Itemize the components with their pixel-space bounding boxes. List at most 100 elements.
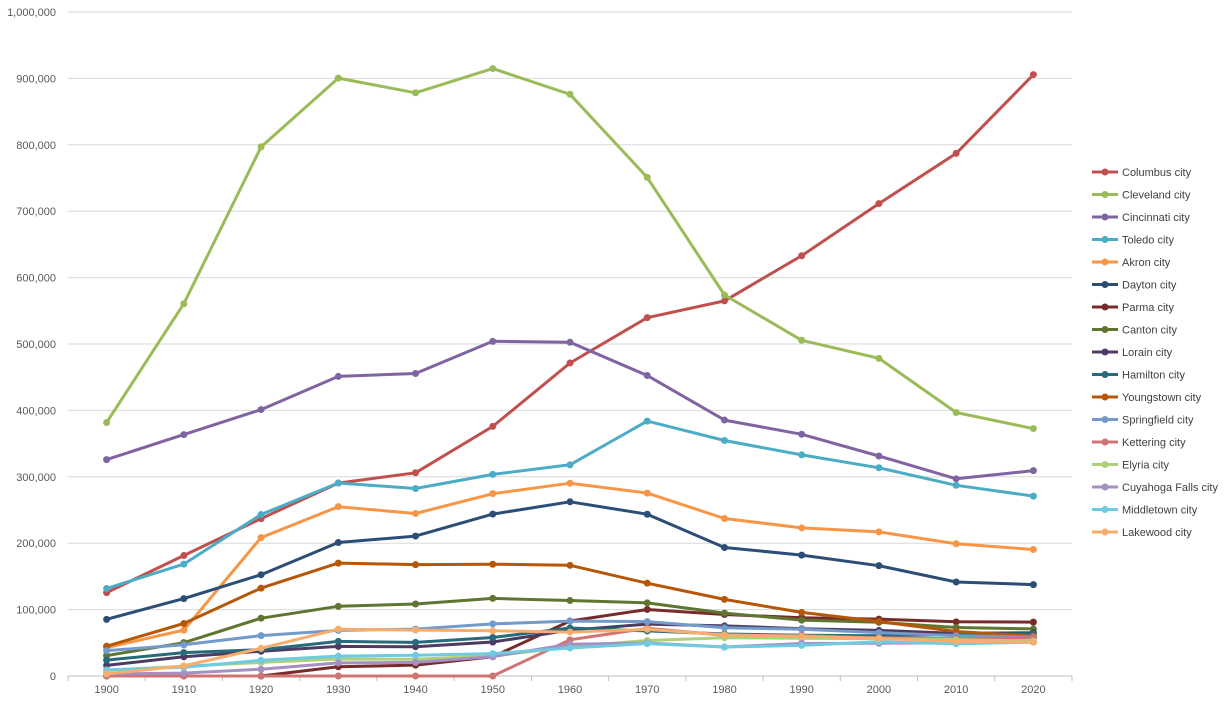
data-point	[412, 485, 420, 493]
data-point	[798, 252, 806, 260]
data-point	[334, 74, 342, 82]
data-point	[720, 297, 728, 305]
x-tick-label: 1970	[635, 684, 659, 696]
x-tick-label: 1950	[481, 684, 505, 696]
data-point	[180, 669, 188, 677]
data-point	[566, 338, 574, 346]
x-tick-label: 1980	[712, 684, 736, 696]
data-point	[875, 452, 883, 460]
data-point	[566, 561, 574, 569]
data-point	[180, 595, 188, 603]
data-point	[1029, 467, 1037, 475]
data-point	[952, 149, 960, 157]
data-point	[412, 672, 420, 680]
data-point	[798, 625, 806, 633]
data-point	[566, 479, 574, 487]
data-point	[798, 430, 806, 438]
legend-item: Cuyahoga Falls city	[1092, 482, 1218, 494]
legend-item: Columbus city	[1092, 167, 1192, 179]
data-point	[257, 511, 265, 519]
legend-marker	[1101, 236, 1109, 243]
data-point	[875, 464, 883, 472]
legend-item: Toledo city	[1092, 235, 1174, 247]
legend-label: Elyria city	[1122, 460, 1170, 472]
data-point	[875, 354, 883, 362]
data-point	[489, 650, 497, 658]
legend-marker	[1101, 191, 1109, 198]
data-point	[257, 632, 265, 640]
legend-item: Cincinnati city	[1092, 212, 1190, 224]
y-tick-label: 600,000	[16, 273, 56, 285]
legend-marker	[1101, 168, 1109, 176]
data-point	[257, 672, 265, 680]
legend: Columbus city Cleveland city Cincinnati ci…	[1092, 167, 1218, 539]
data-point	[798, 336, 806, 344]
legend-marker	[1101, 528, 1109, 536]
legend-marker	[1101, 326, 1109, 333]
data-point	[257, 143, 265, 151]
y-tick-label: 200,000	[16, 538, 56, 550]
data-point	[412, 651, 420, 659]
data-point	[798, 641, 806, 649]
data-point	[952, 637, 960, 645]
series-lines	[103, 65, 1037, 680]
series-columbus-city	[103, 71, 1037, 597]
x-tick-label: 1920	[249, 684, 273, 696]
legend-marker	[1101, 416, 1109, 423]
data-point	[566, 597, 574, 605]
data-point	[257, 665, 265, 673]
data-point	[952, 578, 960, 586]
legend-marker	[1101, 438, 1109, 446]
legend-item: Canton city	[1092, 325, 1178, 337]
data-point	[643, 640, 651, 648]
data-point	[489, 627, 497, 635]
data-point	[643, 314, 651, 322]
data-point	[720, 416, 728, 424]
legend-item: Springfield city	[1092, 415, 1194, 427]
data-point	[412, 600, 420, 608]
data-point	[875, 618, 883, 626]
data-point	[412, 469, 420, 477]
data-point	[103, 647, 111, 655]
data-point	[334, 652, 342, 660]
legend-marker	[1101, 213, 1109, 221]
legend-item: Lorain city	[1092, 347, 1173, 359]
data-point	[566, 461, 574, 469]
y-tick-label: 700,000	[16, 206, 56, 218]
legend-label: Dayton city	[1122, 280, 1177, 292]
data-point	[952, 618, 960, 626]
legend-label: Columbus city	[1122, 167, 1192, 179]
legend-label: Middletown city	[1122, 505, 1198, 517]
data-point	[103, 656, 111, 664]
data-point	[489, 634, 497, 642]
data-point	[720, 515, 728, 523]
x-tick-label: 1990	[789, 684, 813, 696]
data-point	[489, 510, 497, 518]
data-point	[720, 631, 728, 639]
data-point	[412, 626, 420, 634]
y-tick-label: 900,000	[16, 73, 56, 85]
data-point	[798, 608, 806, 616]
legend-marker	[1101, 461, 1109, 468]
legend-marker	[1101, 371, 1109, 378]
y-tick-label: 500,000	[16, 339, 56, 351]
data-point	[180, 626, 188, 634]
data-point	[720, 437, 728, 445]
data-point	[180, 620, 188, 628]
data-point	[257, 584, 265, 592]
legend-marker	[1101, 281, 1109, 288]
data-point	[720, 624, 728, 632]
data-point	[643, 599, 651, 607]
data-point	[412, 638, 420, 646]
data-point	[180, 560, 188, 568]
data-point	[489, 337, 497, 345]
data-point	[643, 618, 651, 626]
x-tick-label: 2020	[1021, 684, 1045, 696]
legend-marker	[1101, 348, 1109, 356]
legend-marker	[1101, 506, 1109, 513]
data-point	[489, 65, 497, 73]
legend-label: Lakewood city	[1122, 527, 1192, 539]
legend-label: Lorain city	[1122, 347, 1173, 359]
data-point	[257, 571, 265, 579]
data-point	[257, 614, 265, 622]
